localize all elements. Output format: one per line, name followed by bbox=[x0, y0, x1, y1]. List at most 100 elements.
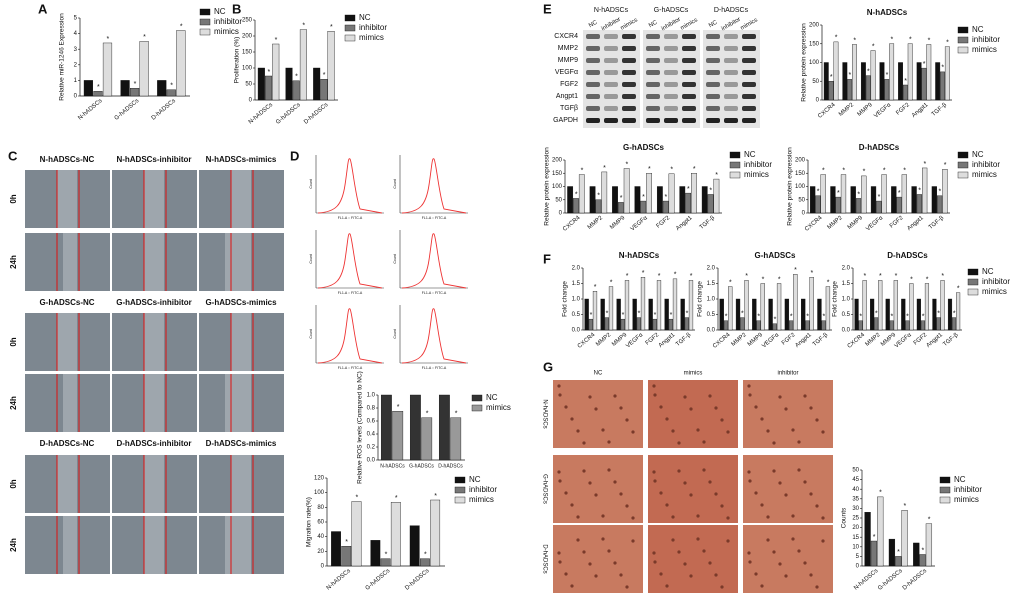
cell bbox=[576, 515, 580, 519]
cell bbox=[601, 514, 605, 518]
legend-swatch bbox=[471, 404, 483, 412]
y-axis-label: Fold change bbox=[562, 281, 569, 317]
blot-lane: inhibitor bbox=[661, 17, 682, 33]
significance: * bbox=[356, 494, 359, 501]
tube-image bbox=[743, 455, 833, 523]
y-tick-label: 40 bbox=[852, 487, 859, 493]
flow-curve bbox=[401, 233, 467, 289]
x-tick-label: FGF2 bbox=[656, 215, 672, 230]
y-axis-label: Relative protein expression bbox=[787, 147, 794, 226]
significance: * bbox=[654, 312, 657, 319]
bar bbox=[776, 283, 782, 331]
significance: * bbox=[837, 190, 840, 197]
legend-label: mimics bbox=[972, 45, 997, 54]
scratch-gap bbox=[144, 374, 164, 432]
bar bbox=[351, 501, 362, 567]
bar bbox=[760, 283, 765, 331]
significance: * bbox=[581, 167, 584, 174]
cell bbox=[683, 562, 687, 566]
x-tick-label: N-hADSCs bbox=[248, 102, 274, 125]
cell bbox=[821, 539, 825, 543]
legend-swatch bbox=[729, 161, 741, 169]
significance: * bbox=[620, 195, 623, 202]
significance: * bbox=[891, 314, 894, 321]
blot-band bbox=[622, 58, 636, 63]
y-axis-label: Relative protein expression bbox=[801, 23, 808, 102]
y-tick-label: 150 bbox=[795, 171, 806, 177]
significance: * bbox=[928, 37, 931, 44]
cell bbox=[772, 441, 776, 445]
y-tick-label: 50 bbox=[798, 197, 805, 203]
significance: * bbox=[610, 279, 613, 286]
blot-band bbox=[742, 94, 756, 99]
x-tick-label: MMP2 bbox=[595, 332, 613, 348]
x-tick-label: CXCR4 bbox=[712, 332, 732, 350]
bar bbox=[916, 62, 922, 101]
time-label: 24h bbox=[9, 538, 18, 552]
blot-band bbox=[664, 82, 678, 87]
bar bbox=[392, 411, 404, 461]
bar bbox=[916, 298, 921, 331]
blot-band bbox=[604, 34, 618, 39]
blot-band bbox=[664, 106, 678, 111]
bar bbox=[901, 298, 906, 331]
x-tick-label: VEGFα bbox=[630, 215, 649, 233]
x-tick-label: Angpt1 bbox=[675, 215, 694, 232]
cell bbox=[803, 480, 807, 484]
blot-band bbox=[742, 34, 756, 39]
blot-band bbox=[622, 70, 636, 75]
bar bbox=[921, 67, 927, 101]
bar bbox=[668, 173, 675, 214]
x-tick-label: MMP9 bbox=[847, 215, 865, 231]
x-tick-label: N-hADSCs bbox=[380, 463, 405, 469]
bar bbox=[821, 320, 826, 331]
x-tick-label: D-hADSCs bbox=[404, 568, 430, 591]
blot-band bbox=[724, 82, 738, 87]
y-tick-label: 5 bbox=[74, 16, 78, 22]
blot-band bbox=[742, 82, 756, 87]
panel-label: F bbox=[543, 251, 551, 266]
significance: * bbox=[922, 314, 925, 321]
bar bbox=[83, 80, 94, 97]
y-tick-label: 1 bbox=[74, 78, 78, 84]
blot bbox=[703, 30, 760, 128]
y-tick-label: 4 bbox=[74, 31, 78, 37]
bar bbox=[656, 280, 662, 331]
y-tick-label: 0.8 bbox=[367, 406, 376, 412]
significance: * bbox=[848, 72, 851, 79]
bar bbox=[420, 558, 430, 567]
y-axis-label: Migration rate(%) bbox=[306, 497, 313, 547]
protein-label: TGFβ bbox=[560, 105, 578, 112]
y-axis-label: Relative miR-1246 Expression bbox=[59, 13, 66, 101]
bar bbox=[925, 523, 933, 567]
cell bbox=[557, 384, 561, 388]
y-tick-label: 100 bbox=[795, 184, 806, 190]
y-axis-label: Fold change bbox=[697, 281, 704, 317]
bar bbox=[889, 43, 895, 101]
bar bbox=[640, 200, 647, 214]
x-tick-label: TGF-β bbox=[942, 332, 960, 348]
legend-swatch bbox=[967, 288, 979, 296]
cell bbox=[747, 470, 751, 474]
cell bbox=[613, 561, 617, 565]
bar bbox=[876, 200, 882, 214]
bar bbox=[684, 317, 689, 331]
legend-label: inhibitor bbox=[744, 160, 772, 169]
bar bbox=[920, 320, 925, 331]
significance: * bbox=[665, 194, 668, 201]
y-tick-label: 60 bbox=[317, 520, 324, 526]
bar bbox=[768, 298, 773, 331]
legend-label: mimics bbox=[744, 170, 769, 179]
cell bbox=[601, 428, 605, 432]
scratch-gap bbox=[231, 313, 251, 371]
x-tick-label: VEGFα bbox=[761, 332, 780, 350]
y-tick-label: 80 bbox=[317, 505, 324, 511]
bar bbox=[648, 298, 653, 331]
bar bbox=[320, 78, 328, 101]
scratch-gap bbox=[225, 233, 251, 291]
significance: * bbox=[397, 404, 400, 411]
bar bbox=[874, 317, 879, 331]
blot-band bbox=[682, 82, 696, 87]
y-axis-label: Proliferation (%) bbox=[234, 37, 241, 84]
x-tick-label: G-hADSCs bbox=[275, 102, 302, 126]
